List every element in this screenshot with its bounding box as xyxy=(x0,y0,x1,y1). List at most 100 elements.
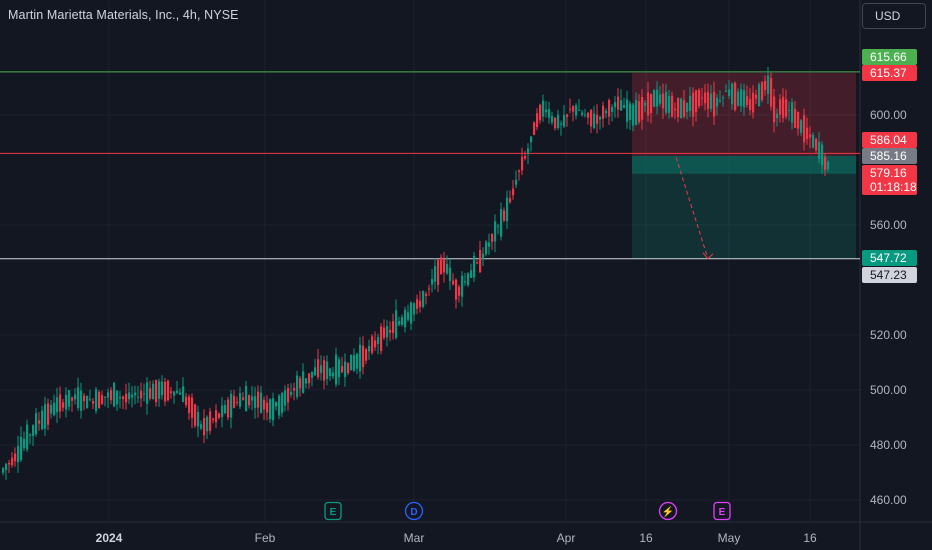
candle xyxy=(527,143,530,165)
candle xyxy=(371,333,374,355)
candle xyxy=(797,111,800,136)
candle xyxy=(257,385,260,418)
event-markers: E D ⚡ E xyxy=(324,501,731,521)
candle xyxy=(65,387,68,418)
candle xyxy=(806,117,809,145)
candle xyxy=(656,81,659,115)
candle xyxy=(5,462,8,480)
candle xyxy=(482,247,485,267)
candle xyxy=(602,101,605,128)
svg-text:586.04: 586.04 xyxy=(870,133,907,147)
candle xyxy=(62,398,65,412)
svg-text:585.16: 585.16 xyxy=(870,149,907,163)
candle xyxy=(302,363,305,394)
candle xyxy=(203,409,206,443)
candle xyxy=(599,115,602,130)
candle xyxy=(383,319,386,341)
candle xyxy=(140,382,143,407)
candle xyxy=(449,258,452,290)
candle xyxy=(242,392,245,401)
candle xyxy=(350,354,353,371)
candle xyxy=(56,387,59,423)
candle xyxy=(788,101,791,121)
candle xyxy=(11,452,14,468)
candle xyxy=(809,126,812,149)
price-axis: 600.00 560.00 520.00 500.00 480.00 460.00 xyxy=(870,108,907,507)
candle xyxy=(332,366,335,380)
candle xyxy=(176,380,179,395)
candle xyxy=(824,153,827,177)
candle xyxy=(386,319,389,347)
candle xyxy=(752,85,755,119)
candle xyxy=(221,397,224,428)
candle xyxy=(644,99,647,113)
candle xyxy=(230,390,233,429)
candle xyxy=(440,254,443,275)
candle xyxy=(125,383,128,410)
candle xyxy=(74,388,77,405)
candle xyxy=(827,159,830,173)
event-marker: E xyxy=(713,501,731,521)
candle xyxy=(38,412,41,431)
candle xyxy=(86,395,89,409)
candle xyxy=(581,109,584,117)
event-marker: E xyxy=(324,501,342,521)
currency-button[interactable]: USD xyxy=(862,3,926,29)
take-profit-zone xyxy=(632,155,856,259)
candle xyxy=(122,395,125,410)
candle xyxy=(347,362,350,376)
candle xyxy=(500,202,503,241)
chart-title: Martin Marietta Materials, Inc., 4h, NYS… xyxy=(8,8,239,22)
candle xyxy=(545,101,548,118)
candle xyxy=(779,94,782,123)
candle xyxy=(248,394,251,409)
candle xyxy=(131,386,134,408)
candle xyxy=(680,97,683,119)
candle xyxy=(83,393,86,411)
candle xyxy=(692,87,695,127)
candle xyxy=(515,170,518,189)
candle xyxy=(116,390,119,411)
candle xyxy=(419,290,422,313)
candle xyxy=(434,258,437,290)
candle xyxy=(401,314,404,327)
date-tick: Apr xyxy=(557,531,576,545)
candle xyxy=(452,273,455,286)
candle xyxy=(446,255,449,275)
candle xyxy=(587,111,590,125)
candle xyxy=(551,111,554,126)
candle xyxy=(629,100,632,130)
candle xyxy=(326,355,329,386)
candle xyxy=(344,353,347,387)
candle xyxy=(152,380,155,400)
candle xyxy=(404,306,407,333)
candle xyxy=(800,118,803,136)
candle xyxy=(275,401,278,411)
svg-text:E: E xyxy=(330,507,337,518)
candle xyxy=(509,190,512,204)
candle xyxy=(359,337,362,380)
candle xyxy=(197,405,200,438)
candle xyxy=(794,101,797,129)
candle xyxy=(803,108,806,151)
candle xyxy=(755,89,758,105)
candle xyxy=(80,382,83,419)
candle xyxy=(764,75,767,96)
candle xyxy=(761,81,764,103)
candle xyxy=(95,387,98,415)
candle xyxy=(557,109,560,130)
candle xyxy=(650,93,653,124)
candle xyxy=(227,396,230,421)
candle xyxy=(356,352,359,375)
candle xyxy=(317,348,320,380)
candle xyxy=(191,393,194,429)
candle xyxy=(749,88,752,116)
candle xyxy=(443,251,446,283)
candle xyxy=(725,84,728,93)
candle xyxy=(353,348,356,372)
candle xyxy=(23,431,26,452)
candle xyxy=(530,136,533,152)
candle xyxy=(392,313,395,340)
